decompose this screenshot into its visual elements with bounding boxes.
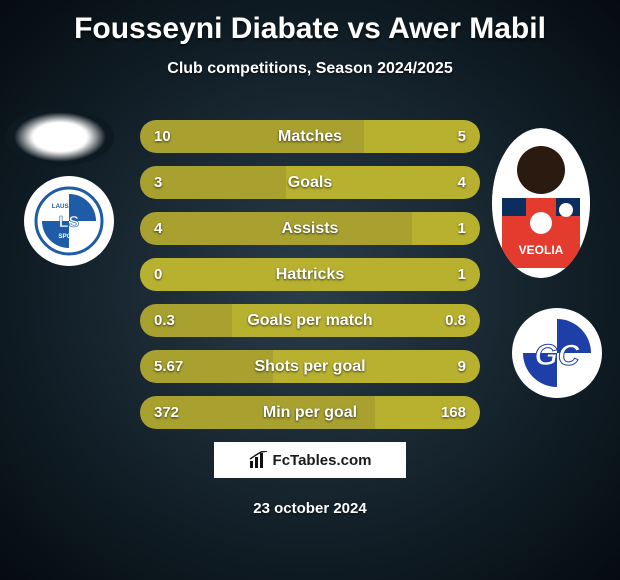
player-right-sponsor: VEOLIA [519,243,564,257]
stat-row: 105Matches [140,120,480,153]
club-left-text-bottom: SPORT [58,233,80,240]
club-left-monogram: LS [59,214,80,231]
stat-label: Goals per match [140,304,480,337]
club-left-crest: LAUSANNE SPORT LS [24,176,114,266]
stats-container: 105Matches 34Goals 41Assists 01Hattricks 0.3… [140,120,480,442]
page-title: Fousseyni Diabate vs Awer Mabil [0,0,620,46]
club-right-crest: GC [512,308,602,398]
lausanne-crest-icon: LAUSANNE SPORT LS [34,186,104,256]
player-left-photo [6,108,114,166]
footer-date: 23 october 2024 [0,500,620,517]
stat-row: 372168Min per goal [140,396,480,429]
stat-label: Hattricks [140,258,480,291]
club-right-monogram: GC [535,339,581,372]
page-subtitle: Club competitions, Season 2024/2025 [0,60,620,78]
stat-row: 01Hattricks [140,258,480,291]
stat-label: Matches [140,120,480,153]
stat-label: Assists [140,212,480,245]
stat-row: 0.30.8Goals per match [140,304,480,337]
footer-brand-text: FcTables.com [273,452,372,469]
stat-row: 34Goals [140,166,480,199]
grasshoppers-crest-icon: GC [519,315,595,391]
stat-label: Shots per goal [140,350,480,383]
stat-row: 5.679Shots per goal [140,350,480,383]
stat-row: 41Assists [140,212,480,245]
club-left-text-top: LAUSANNE [52,203,86,210]
player-right-photo: VEOLIA [492,128,590,278]
stat-label: Min per goal [140,396,480,429]
stat-label: Goals [140,166,480,199]
footer-brand[interactable]: FcTables.com [214,442,406,478]
chart-bars-icon [249,451,269,469]
